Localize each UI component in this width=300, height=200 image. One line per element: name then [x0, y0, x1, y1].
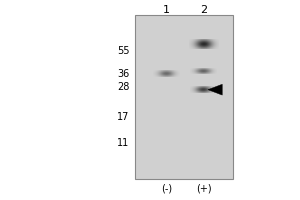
Text: 28: 28 [117, 82, 129, 92]
Text: 36: 36 [117, 69, 129, 79]
Text: 1: 1 [163, 5, 170, 15]
Polygon shape [208, 84, 222, 95]
Bar [135, 15, 233, 179]
Text: (-): (-) [161, 184, 172, 194]
Text: 55: 55 [117, 46, 129, 56]
Text: 2: 2 [200, 5, 207, 15]
Text: 11: 11 [117, 138, 129, 148]
Text: (+): (+) [196, 184, 211, 194]
Text: 17: 17 [117, 112, 129, 122]
